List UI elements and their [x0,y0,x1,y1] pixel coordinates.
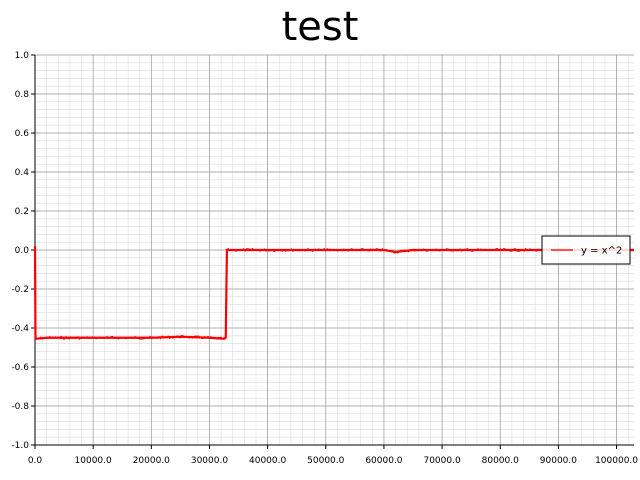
y-tick-label: 0.6 [15,129,30,139]
y-tick-label: 0.2 [15,207,29,217]
x-tick-label: 30000.0 [191,456,228,466]
y-tick-label: -1.0 [11,441,29,451]
y-tick-label: -0.6 [11,363,29,373]
x-tick-label: 80000.0 [482,456,519,466]
y-tick-label: -0.2 [11,285,29,295]
y-tick-label: -0.4 [11,324,29,334]
y-axis-ticks: -1.0 -0.8 -0.6 -0.4 -0.2 0.0 0.2 0.4 0.6 0.8 1.0 [11,51,35,451]
y-tick-label: 0.4 [15,168,30,178]
x-tick-label: 0.0 [28,456,43,466]
x-tick-label: 100000.0 [595,456,638,466]
x-tick-label: 90000.0 [540,456,577,466]
legend-label: y = x^2 [581,246,622,257]
y-tick-label: -0.8 [11,402,29,412]
y-tick-label: 0.8 [15,90,30,100]
y-tick-label: 1.0 [15,51,30,61]
y-tick-label: 0.0 [15,246,30,256]
x-tick-label: 60000.0 [365,456,402,466]
x-axis-ticks: 0.0 10000.0 20000.0 30000.0 40000.0 50000.0 60… [28,445,638,466]
chart-title: test [281,4,359,50]
x-tick-label: 10000.0 [75,456,112,466]
legend: y = x^2 [541,235,631,265]
x-tick-label: 40000.0 [249,456,286,466]
x-tick-label: 20000.0 [133,456,170,466]
x-tick-label: 50000.0 [307,456,344,466]
x-tick-label: 70000.0 [423,456,460,466]
